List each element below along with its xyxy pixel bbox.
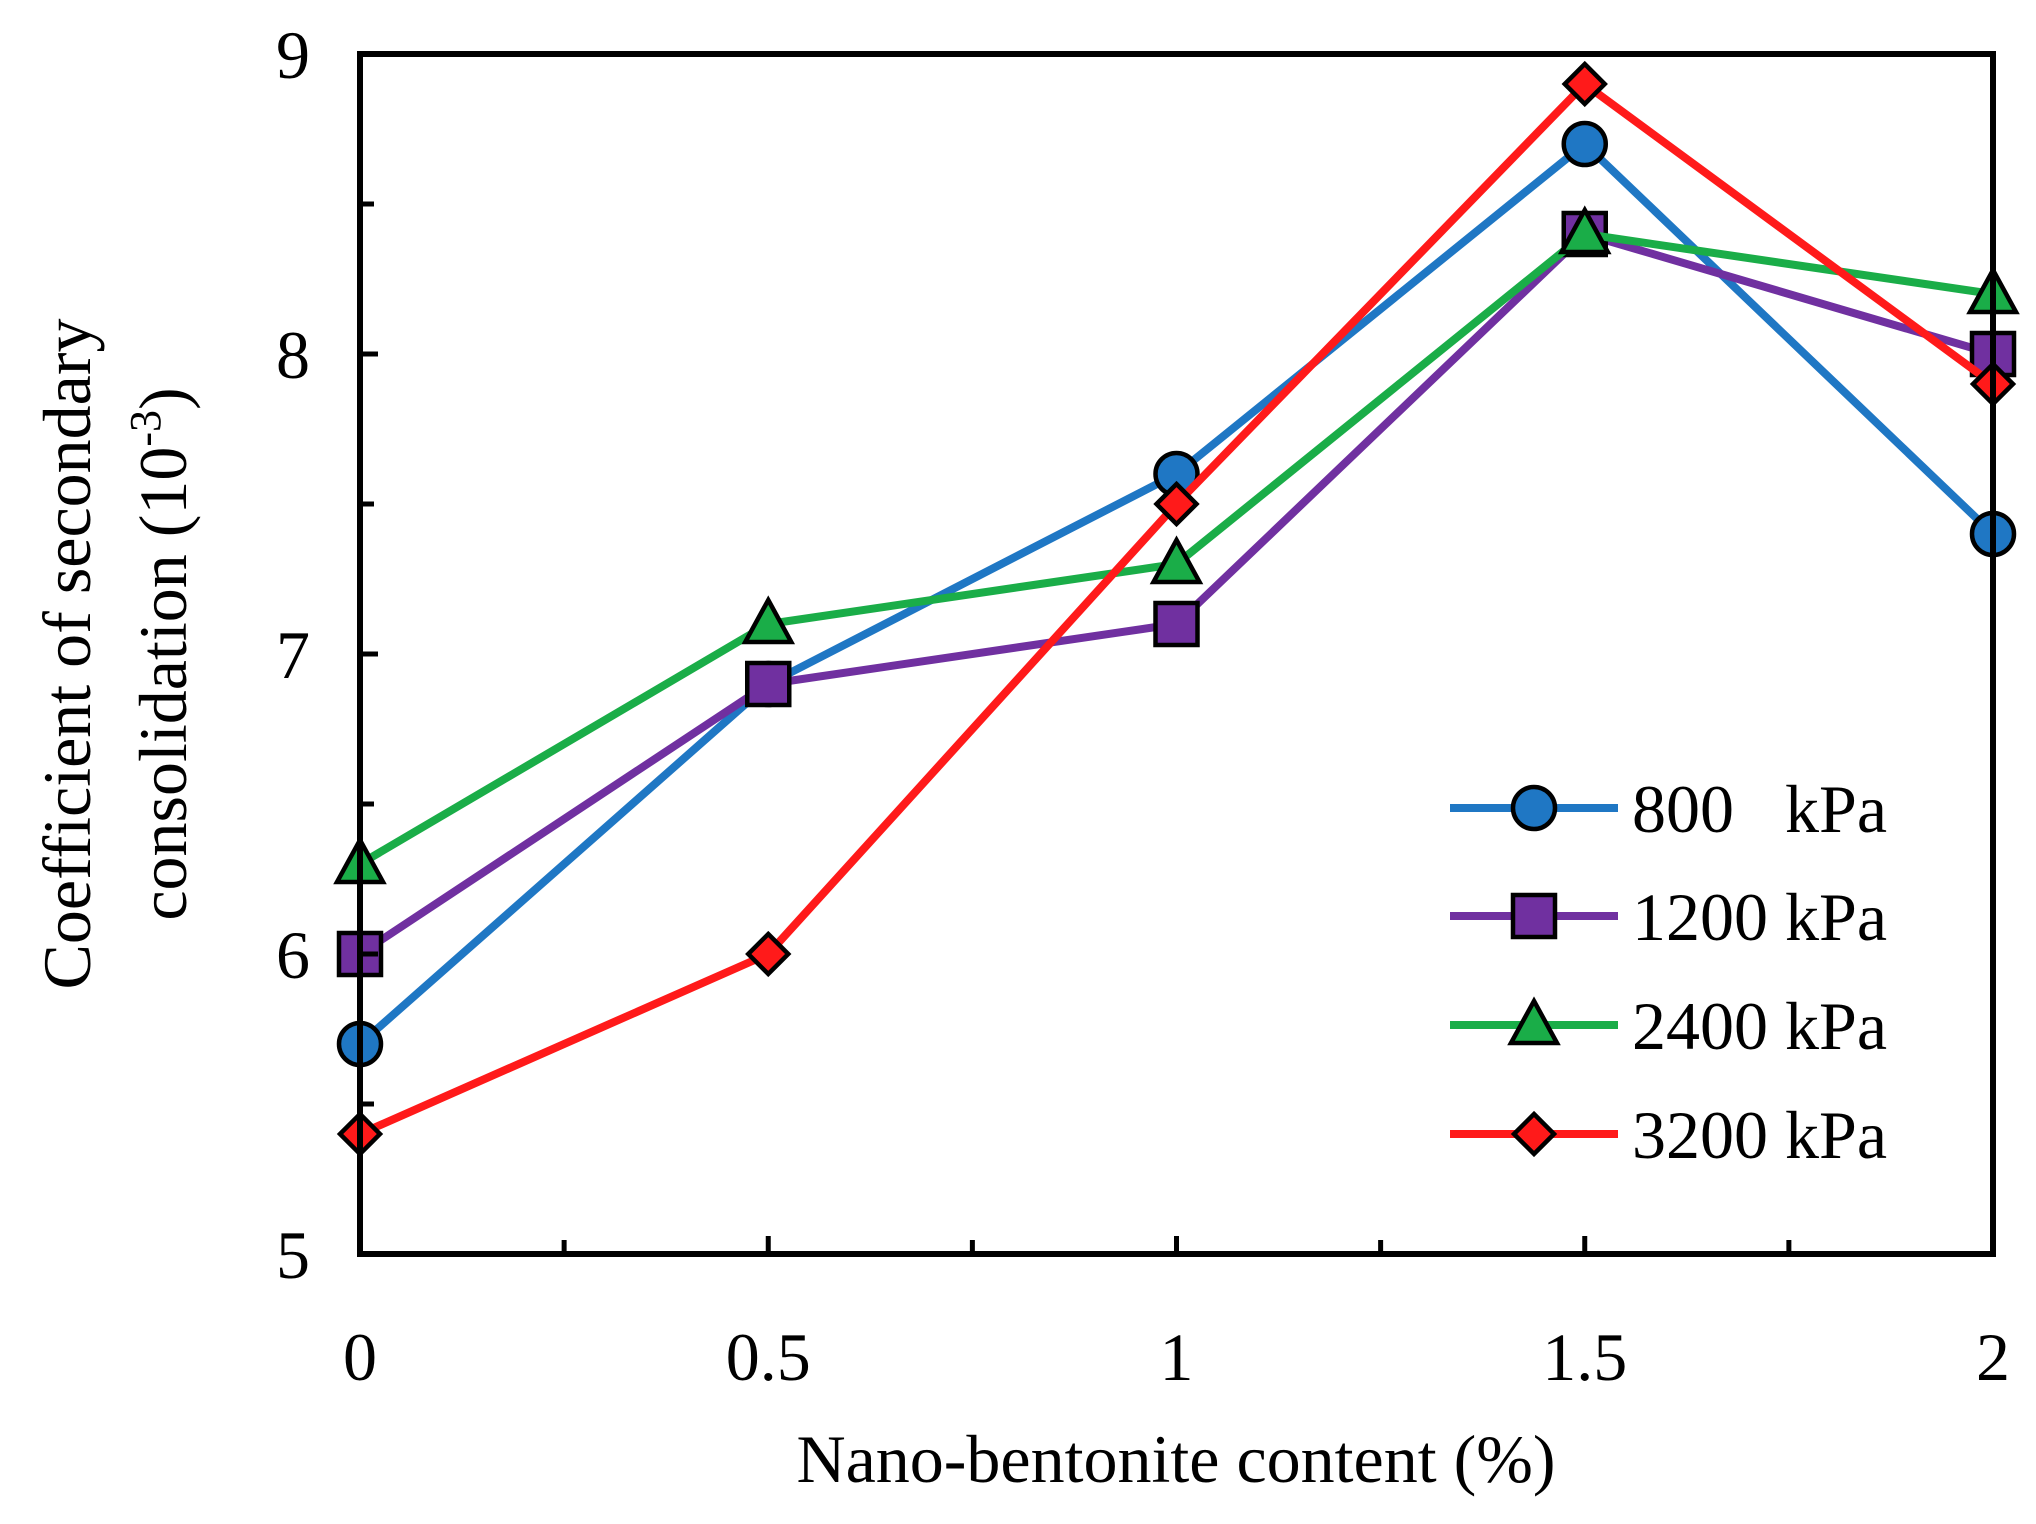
y-axis-label-line1: Coefficient of secondary: [29, 319, 105, 990]
legend-marker-1200kpa: [1510, 892, 1558, 940]
data-point-3200kpa: [1153, 480, 1200, 528]
legend-marker-2400kpa: [1507, 996, 1561, 1046]
legend: 800 kPa 1200 kPa 2400 kPa 3200 kPa: [1450, 771, 1887, 1173]
legend-item-800kpa: 800 kPa: [1450, 771, 1887, 847]
y-tick-label: 9: [276, 17, 310, 93]
tick-labels: 0 0.5 1 1.5 2 5 6 7 8 9: [276, 17, 2010, 1395]
y-tick-label: 7: [276, 617, 310, 693]
data-point-3200kpa: [745, 930, 792, 978]
y-axis-label-suffix: ): [125, 387, 201, 410]
x-tick-label: 1.5: [1542, 1319, 1627, 1395]
y-tick-label: 8: [276, 317, 310, 393]
y-tick-label: 6: [276, 917, 310, 993]
legend-label-2400kpa: 2400 kPa: [1632, 988, 1887, 1064]
data-point-1200kpa: [1153, 600, 1200, 648]
legend-label-800kpa: 800 kPa: [1632, 771, 1887, 847]
series-layer: [333, 60, 2020, 1158]
series-3200kpa: [336, 60, 2017, 1158]
y-axis-label-exponent: -3: [121, 410, 170, 447]
y-axis-label-prefix: consolidation (10: [125, 447, 201, 921]
legend-marker-800kpa: [1510, 784, 1558, 832]
legend-label-1200kpa: 1200 kPa: [1632, 879, 1887, 955]
data-point-2400kpa: [1557, 205, 1612, 255]
x-tick-label: 0.5: [726, 1319, 811, 1395]
legend-label-3200kpa: 3200 kPa: [1632, 1097, 1887, 1173]
data-point-3200kpa: [1561, 60, 1608, 108]
x-tick-label: 2: [1976, 1319, 2010, 1395]
data-point-2400kpa: [1149, 535, 1204, 585]
data-point-2400kpa: [741, 595, 796, 645]
series-2400kpa: [333, 205, 2020, 885]
tick-marks: [357, 51, 1996, 1257]
y-tick-label: 5: [276, 1217, 310, 1293]
x-tick-label: 0: [343, 1319, 377, 1395]
x-axis-label: Nano-bentonite content (%): [796, 1421, 1555, 1497]
data-point-1200kpa: [745, 660, 792, 708]
data-point-800kpa: [1561, 120, 1608, 168]
legend-item-2400kpa: 2400 kPa: [1450, 988, 1887, 1064]
legend-marker-3200kpa: [1510, 1110, 1558, 1158]
y-axis-label-line2: consolidation (10-3): [121, 387, 201, 920]
legend-item-1200kpa: 1200 kPa: [1450, 879, 1887, 955]
x-tick-label: 1: [1160, 1319, 1194, 1395]
legend-item-3200kpa: 3200 kPa: [1450, 1097, 1887, 1173]
plot-area: [360, 54, 1993, 1254]
